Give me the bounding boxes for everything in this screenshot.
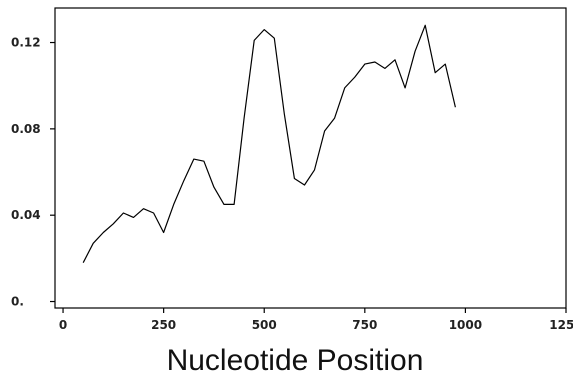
x-tick-label: 0: [59, 318, 67, 332]
x-axis: 0 250 500 750 1000 1250: [59, 308, 573, 332]
series-layer: [82, 24, 456, 263]
y-tick-label: 0.: [11, 295, 24, 309]
plot-frame: [54, 7, 567, 309]
x-axis-title: Nucleotide Position: [167, 344, 424, 376]
y-tick-label: 0.08: [11, 122, 41, 136]
x-tick-label: 250: [151, 318, 176, 332]
x-tick-label: 500: [252, 318, 277, 332]
x-tick-label: 750: [352, 318, 377, 332]
y-axis: 0. 0.04 0.08 0.12: [11, 36, 55, 309]
x-tick-label: 1250: [549, 318, 573, 332]
y-tick-label: 0.12: [11, 36, 41, 50]
series-line: [82, 24, 456, 263]
x-tick-label: 1000: [449, 318, 482, 332]
y-tick-label: 0.04: [11, 208, 41, 222]
